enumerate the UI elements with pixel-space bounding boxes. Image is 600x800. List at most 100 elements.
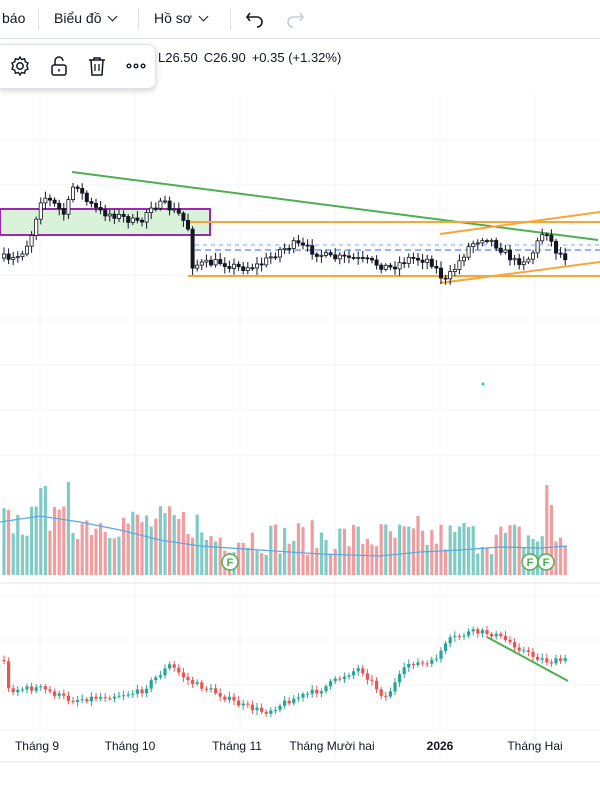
trash-icon[interactable]: [85, 54, 109, 78]
candle: [89, 201, 94, 204]
osc-candle: [287, 700, 291, 704]
osc-candle: [480, 630, 484, 634]
volume-bar: [559, 537, 563, 575]
osc-candle: [66, 695, 70, 701]
chart-menu-button[interactable]: Biểu đồ: [54, 0, 118, 36]
redo-icon[interactable]: [284, 8, 306, 28]
osc-candle: [168, 664, 172, 669]
osc-candle: [324, 686, 328, 692]
candle: [20, 253, 25, 258]
osc-candle: [200, 682, 204, 689]
candle: [531, 252, 536, 260]
unlock-icon[interactable]: [47, 54, 71, 78]
candle: [172, 208, 177, 211]
volume-bar: [467, 527, 471, 575]
x-axis-label: Tháng 9: [15, 739, 59, 753]
volume-bar: [154, 518, 158, 575]
osc-candle: [186, 677, 190, 681]
candle: [397, 262, 402, 270]
volume-bar: [16, 514, 20, 575]
osc-candle: [315, 689, 319, 694]
osc-candle: [232, 696, 236, 701]
candle: [24, 245, 29, 255]
candle: [429, 258, 434, 267]
candle: [241, 266, 246, 272]
volume-bar: [430, 530, 434, 575]
candle: [158, 200, 163, 209]
candle: [434, 266, 439, 269]
volume-bar: [108, 538, 112, 575]
osc-candle: [494, 633, 498, 637]
candle: [117, 213, 122, 219]
volume-bar: [99, 523, 103, 575]
osc-candle: [536, 656, 540, 660]
osc-candle: [434, 658, 438, 660]
osc-candle: [264, 711, 268, 714]
volume-bar: [255, 550, 259, 575]
candle: [107, 213, 112, 217]
candle: [517, 258, 522, 265]
osc-candle: [352, 671, 356, 676]
osc-candle: [145, 688, 149, 694]
candle: [333, 254, 338, 260]
volume-bar: [306, 554, 310, 575]
profile-menu-label: Hồ sơ: [154, 10, 192, 26]
volume-bar: [53, 507, 57, 575]
osc-candle: [126, 694, 130, 696]
x-axis: Tháng 9 Tháng 10 Tháng 11 Tháng Mười hai 202…: [15, 739, 563, 753]
volume-bar: [145, 515, 149, 575]
ohlc-low: L26.50: [158, 50, 198, 65]
volume-bar: [379, 524, 383, 575]
candle: [71, 186, 76, 200]
osc-candle: [204, 688, 208, 690]
candle: [130, 217, 135, 223]
osc-candle: [20, 689, 24, 691]
candle: [227, 266, 232, 269]
candle: [199, 261, 204, 266]
more-icon[interactable]: [124, 54, 148, 78]
candle: [287, 247, 292, 250]
osc-candle: [53, 691, 57, 696]
candle: [443, 277, 448, 280]
candle: [43, 197, 48, 204]
osc-candle: [255, 707, 259, 711]
x-axis-label: Tháng 11: [212, 739, 262, 753]
volume-bar: [490, 554, 494, 575]
undo-icon[interactable]: [244, 8, 266, 28]
candle: [540, 234, 545, 242]
volume-bar: [453, 531, 457, 575]
volume-bar: [356, 526, 360, 575]
volume-bar: [218, 537, 222, 575]
osc-candle: [347, 675, 351, 677]
volume-ma-line: [0, 515, 568, 557]
volume-bar: [402, 526, 406, 575]
volume-bar: [62, 506, 66, 575]
volume-bar: [94, 528, 98, 575]
osc-candle: [444, 643, 448, 651]
alert-button[interactable]: báo: [2, 10, 26, 26]
osc-candle: [260, 707, 264, 712]
candle: [259, 263, 264, 266]
osc-candle: [89, 696, 93, 702]
osc-candle: [191, 680, 195, 684]
candle: [310, 245, 315, 255]
candle: [15, 256, 20, 259]
candle: [139, 219, 144, 223]
osc-candle: [163, 668, 167, 676]
volume-bar: [549, 505, 553, 575]
volume-bar: [264, 554, 268, 575]
candle: [466, 246, 471, 258]
osc-candle: [301, 693, 305, 698]
candle: [494, 240, 499, 249]
candle: [103, 209, 108, 217]
volume-bar: [338, 528, 342, 575]
volume-bar: [329, 553, 333, 575]
candle: [328, 252, 333, 256]
osc-candle: [246, 703, 250, 705]
candle: [392, 266, 397, 270]
candle: [218, 259, 223, 264]
profile-menu-button[interactable]: Hồ sơ: [154, 0, 209, 36]
candle: [365, 257, 370, 260]
gear-icon[interactable]: [8, 54, 32, 78]
